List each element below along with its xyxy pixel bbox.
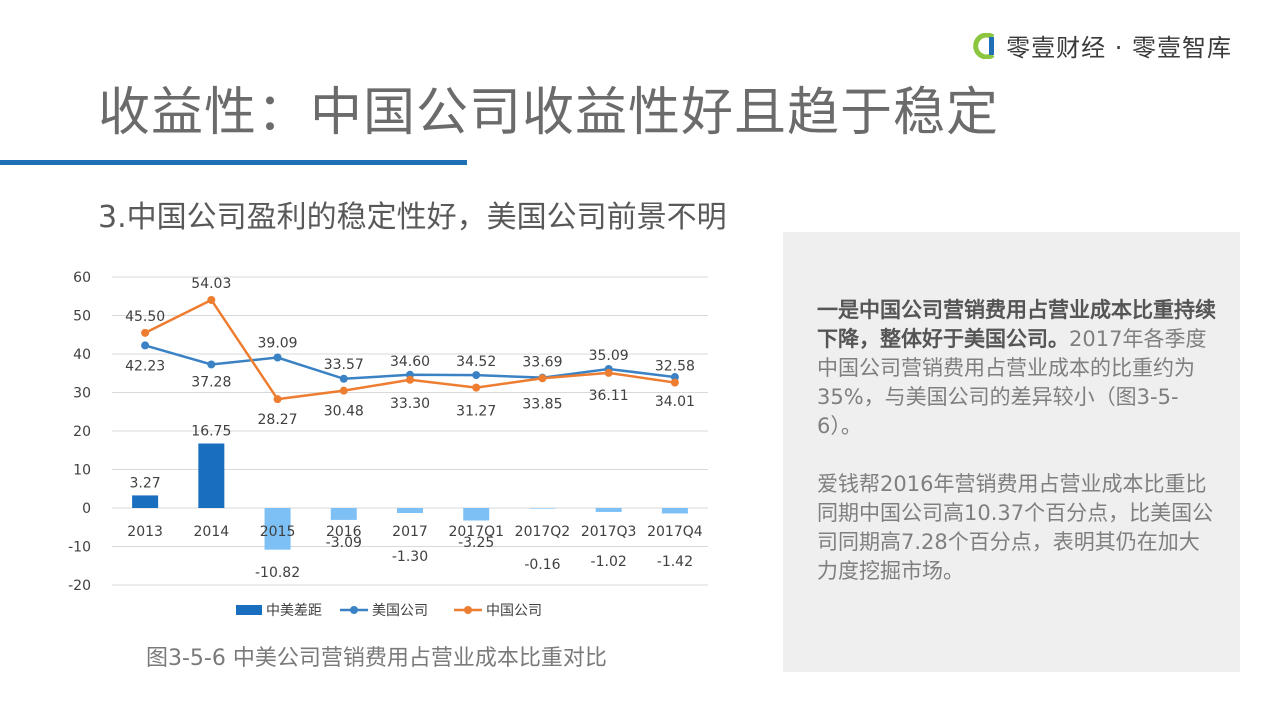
- us-company-value-label: 42.23: [125, 358, 165, 374]
- x-tick-label: 2014: [194, 524, 230, 540]
- x-tick-label: 2017Q3: [581, 524, 637, 540]
- us-company-value-label: 39.09: [258, 336, 298, 352]
- note-paragraph-2: 爱钱帮2016年营销费用占营业成本比重比同期中国公司高10.37个百分点，比美国…: [817, 472, 1214, 583]
- marketing-cost-chart: -20 -10 0 10 20 30 40 50 60 2013 2014 2015 2016 2017 2…: [68, 270, 708, 619]
- china-company-value-label: 54.03: [191, 276, 231, 292]
- section-subtitle: 3.中国公司盈利的稳定性好，美国公司前景不明: [98, 200, 727, 235]
- y-tick-label: -20: [68, 578, 91, 594]
- y-tick-label: 60: [73, 270, 91, 286]
- us-company-value-label: 33.85: [522, 397, 562, 413]
- china-company-value-label: 31.27: [456, 404, 496, 420]
- china-company-value-label: 28.27: [258, 412, 298, 428]
- chart-caption: 图3-5-6 中美公司营销费用占营业成本比重对比: [146, 646, 607, 671]
- legend-marker-us: [350, 606, 358, 614]
- us-company-value-label: 37.28: [191, 374, 231, 390]
- x-tick-label: 2016: [326, 524, 362, 540]
- y-tick-label: 0: [82, 501, 91, 517]
- us-company-point: [339, 374, 348, 383]
- us-company-point: [472, 371, 481, 380]
- legend-marker-china: [464, 606, 472, 614]
- page-title: 收益性：中国公司收益性好且趋于稳定: [98, 83, 1000, 143]
- bar-value-label: -10.82: [255, 565, 300, 581]
- brand: 零壹财经 · 零壹智库: [972, 28, 1232, 63]
- bar-gap-2016: [330, 508, 357, 520]
- china-company-value-label: 35.09: [589, 348, 629, 364]
- us-company-value-label: 34.01: [655, 394, 695, 410]
- y-tick-label: -10: [68, 540, 91, 556]
- brand-name: 零壹财经 · 零壹智库: [1006, 34, 1232, 62]
- us-company-value-label: 36.11: [589, 388, 629, 404]
- us-company-point: [670, 373, 679, 382]
- bar-gap-2017Q1: [463, 508, 490, 521]
- x-tick-label: 2017Q1: [448, 524, 504, 540]
- notes-panel: 一是中国公司营销费用占营业成本比重持续下降，整体好于美国公司。2017年各季度中…: [783, 232, 1240, 672]
- y-tick-label: 10: [73, 463, 91, 479]
- china-company-value-label: 33.69: [522, 354, 562, 370]
- china-company-point: [406, 375, 414, 384]
- us-company-value-label: 33.57: [324, 357, 364, 373]
- us-company-point: [141, 341, 150, 350]
- legend-label-china: 中国公司: [486, 603, 542, 619]
- bar-value-label: -1.42: [657, 554, 693, 570]
- china-company-point: [273, 395, 282, 404]
- x-tick-label: 2015: [260, 524, 296, 540]
- x-tick-label: 2017: [392, 524, 428, 540]
- bar-value-label: -1.02: [591, 554, 627, 570]
- bar-gap-2013: [132, 495, 159, 508]
- y-tick-label: 50: [73, 309, 91, 325]
- y-tick-label: 30: [73, 386, 91, 402]
- bar-value-label: -3.25: [458, 535, 494, 551]
- note-1-bold: 一是中国公司营销费用占营业成本比重持续下降，整体好于美国公司。: [817, 298, 1216, 351]
- legend-label-gap: 中美差距: [266, 603, 322, 619]
- bar-value-label: -1.30: [392, 549, 428, 565]
- china-company-point: [604, 368, 613, 377]
- legend-label-us: 美国公司: [372, 603, 428, 619]
- bar-value-label: -0.16: [524, 557, 560, 573]
- note-1-text: 2017年各季度中国公司营销费用占营业成本的比重约为35%，与美国公司的差异较小…: [817, 327, 1207, 438]
- china-company-point: [141, 328, 150, 337]
- legend-swatch-gap: [236, 605, 262, 615]
- china-company-point: [207, 295, 216, 304]
- china-company-point: [670, 378, 679, 387]
- bar-gap-2017Q4: [661, 508, 688, 514]
- bar-value-label: 3.27: [130, 475, 161, 491]
- china-company-point: [472, 383, 481, 392]
- bar-gap-2017Q3: [595, 508, 622, 512]
- us-company-point: [273, 353, 282, 362]
- us-company-point: [207, 360, 216, 369]
- bar-value-label: -3.09: [326, 535, 362, 551]
- bar-value-label: 16.75: [191, 424, 231, 440]
- us-company-value-label: 34.60: [390, 354, 430, 370]
- us-company-value-label: 34.52: [456, 354, 496, 370]
- china-company-point: [339, 386, 348, 395]
- x-tick-label: 2017Q2: [515, 524, 571, 540]
- china-company-value-label: 45.50: [125, 309, 165, 325]
- bar-gap-2014: [198, 443, 225, 508]
- brand-logo-icon: [973, 32, 995, 59]
- china-company-value-label: 33.30: [390, 396, 430, 412]
- china-company-value-label: 30.48: [324, 404, 364, 420]
- china-company-value-label: 32.58: [655, 359, 695, 375]
- x-tick-label: 2013: [127, 524, 163, 540]
- bar-gap-2017: [397, 508, 423, 514]
- bar-gap-2015: [264, 508, 291, 550]
- note-paragraph-1: 一是中国公司营销费用占营业成本比重持续下降，整体好于美国公司。2017年各季度中…: [817, 296, 1217, 441]
- china-company-point: [538, 374, 547, 383]
- y-tick-label: 20: [73, 424, 91, 440]
- y-tick-label: 40: [73, 347, 91, 363]
- bar-gap-2017Q2: [529, 508, 556, 509]
- x-tick-label: 2017Q4: [647, 524, 703, 540]
- title-underline: [0, 160, 467, 165]
